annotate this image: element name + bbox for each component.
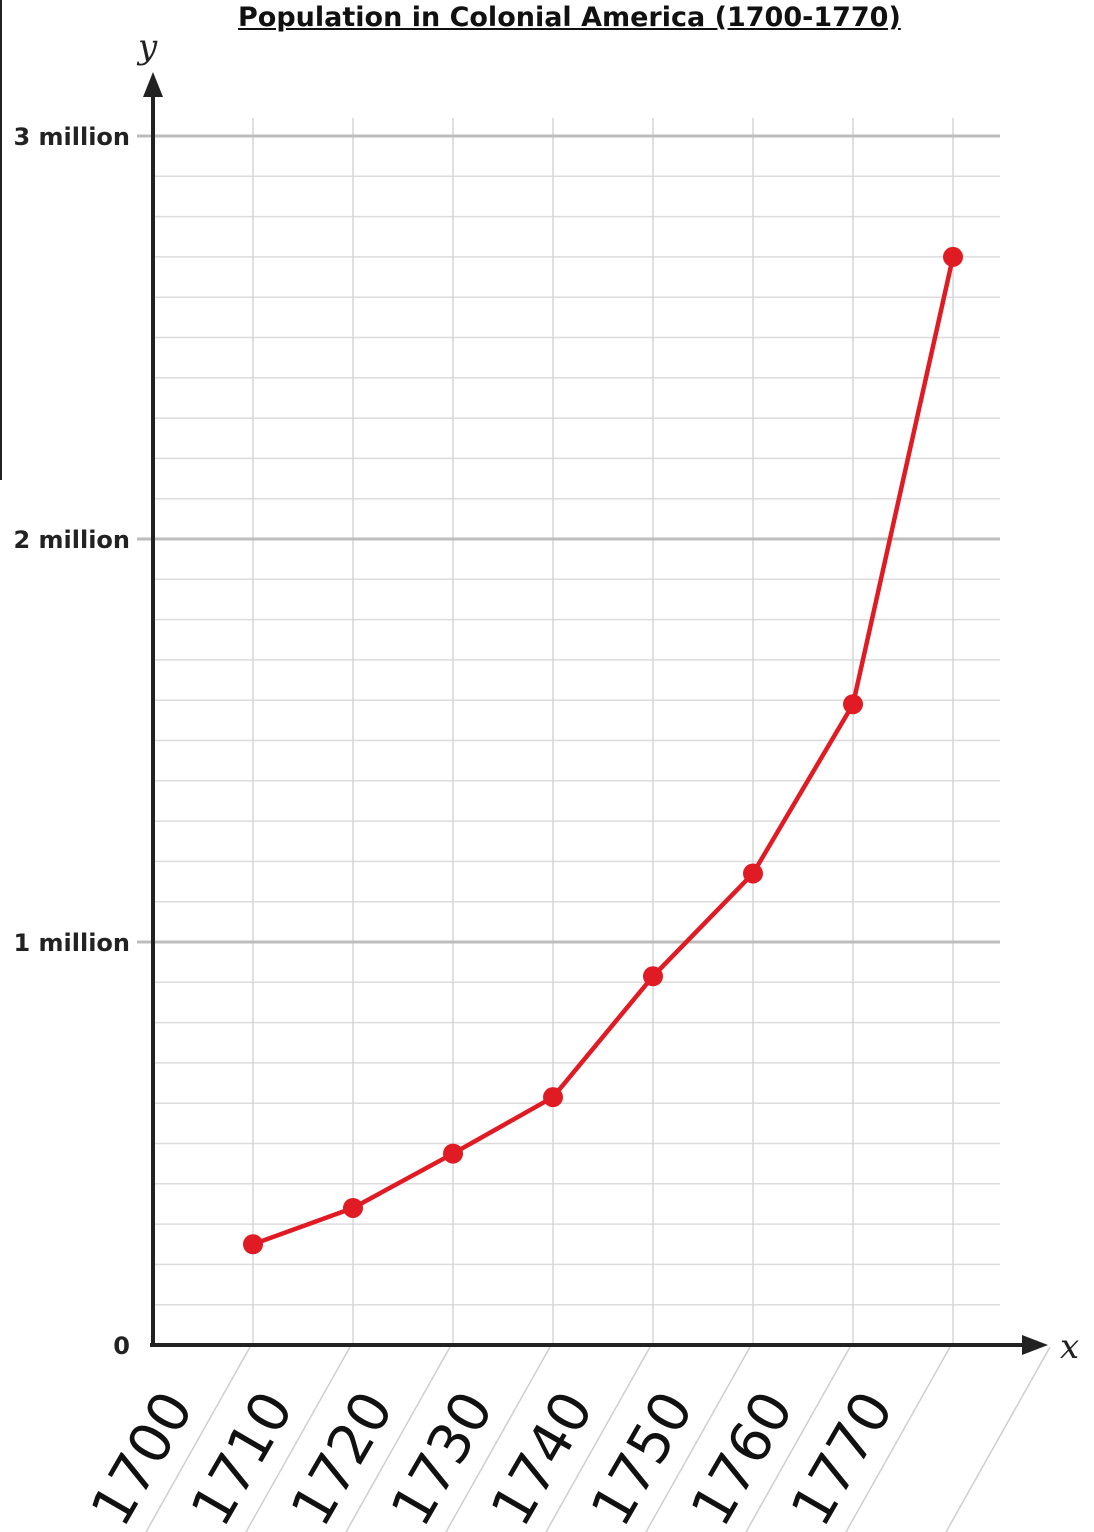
series-population [243,246,963,1255]
x-label-separator [845,1346,951,1532]
page-edge-rule [0,0,2,480]
x-label-separator [245,1346,351,1532]
data-point [943,246,963,267]
chart-title: Population in Colonial America (1700-177… [238,2,901,33]
data-point [743,863,763,884]
y-tick-label: 3 million [13,123,130,151]
data-point [443,1143,463,1164]
x-label-separator [145,1346,251,1532]
data-point [843,694,863,715]
x-label-separator [345,1346,451,1532]
data-point [543,1087,563,1108]
data-point [643,966,663,987]
y-axis-variable: y [136,27,158,67]
y-tick-label: 2 million [13,526,130,554]
x-tick-label: 1770 [779,1381,907,1532]
y-axis-arrow [143,72,163,97]
data-point [343,1197,363,1218]
minor-gridlines [153,175,1000,1306]
x-axis-arrow [1022,1335,1048,1355]
x-label-separator [945,1346,1051,1532]
y-tick-label: 0 [113,1332,130,1360]
vertical-gridlines [252,118,954,1345]
x-label-separator [545,1346,651,1532]
axes: y x [136,27,1079,1367]
y-tick-label: 1 million [13,929,130,957]
major-gridlines [137,134,1000,944]
series-line [252,256,956,1247]
x-label-separators [145,1346,1051,1532]
x-axis-variable: x [1060,1327,1079,1367]
data-point [243,1234,263,1255]
y-tick-labels: 0 1 million 2 million 3 million [13,123,130,1360]
x-label-separator [745,1346,851,1532]
x-label-separator [645,1346,751,1532]
x-label-separator [445,1346,551,1532]
